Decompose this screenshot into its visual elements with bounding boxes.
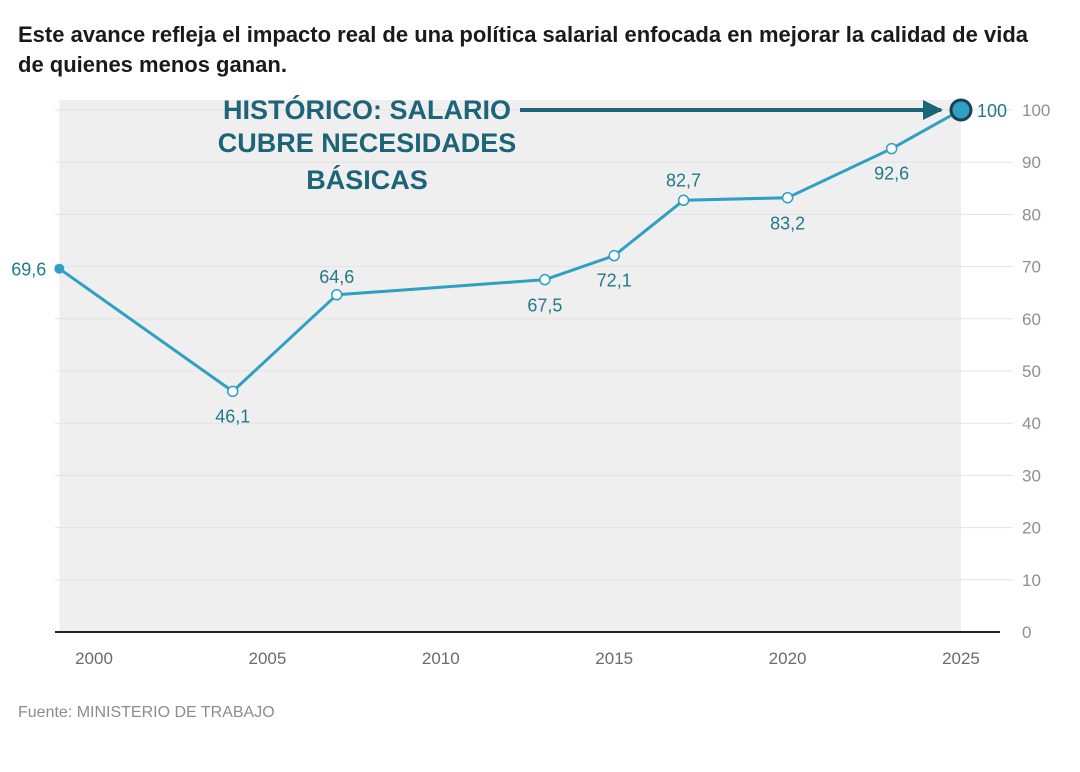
- x-tick-label: 2015: [595, 649, 633, 668]
- annotation-text: BÁSICAS: [306, 164, 428, 195]
- data-label: 46,1: [215, 406, 250, 426]
- y-axis-ticks: 0 10 20 30 40 50 60 70 80 90 100: [1022, 101, 1050, 642]
- annotation-text: HISTÓRICO: SALARIO: [223, 94, 511, 125]
- y-tick-label: 40: [1022, 414, 1041, 433]
- x-tick-label: 2010: [422, 649, 460, 668]
- chart-title: Este avance refleja el impacto real de u…: [18, 22, 1028, 77]
- data-label: 92,6: [874, 164, 909, 184]
- y-tick-label: 10: [1022, 571, 1041, 590]
- x-tick-label: 2020: [769, 649, 807, 668]
- x-tick-label: 2005: [248, 649, 286, 668]
- x-tick-label: 2025: [942, 649, 980, 668]
- data-label: 69,6: [11, 260, 46, 280]
- y-tick-label: 20: [1022, 519, 1041, 538]
- gridlines: [55, 109, 1013, 633]
- data-point-highlight: [949, 98, 973, 122]
- data-point: [781, 191, 794, 204]
- y-tick-label: 80: [1022, 205, 1041, 224]
- data-point: [539, 273, 551, 286]
- shaded-area: [59, 100, 961, 632]
- area-band: [59, 100, 961, 632]
- data-label: 82,7: [666, 170, 701, 190]
- data-label: 67,5: [527, 296, 562, 316]
- y-tick-label: 50: [1022, 362, 1041, 381]
- data-point: [54, 263, 65, 274]
- y-tick-label: 100: [1022, 101, 1050, 120]
- y-tick-label: 70: [1022, 258, 1041, 277]
- data-point: [226, 385, 239, 398]
- data-label: 72,1: [597, 271, 632, 291]
- y-tick-label: 60: [1022, 310, 1041, 329]
- data-point: [331, 289, 343, 301]
- y-tick-label: 30: [1022, 466, 1041, 485]
- data-label: 100: [977, 101, 1007, 121]
- data-point: [608, 249, 620, 262]
- data-point: [885, 142, 898, 155]
- data-label: 64,6: [319, 267, 354, 287]
- data-labels: 69,6 46,1 64,6 67,5 72,1 82,7 83,2 92,6 100: [11, 101, 1007, 426]
- x-tick-label: 2000: [75, 649, 113, 668]
- data-label: 83,2: [770, 214, 805, 234]
- y-tick-label: 0: [1022, 623, 1031, 642]
- y-tick-label: 90: [1022, 153, 1041, 172]
- source-note: Fuente: MINISTERIO DE TRABAJO: [18, 704, 275, 721]
- data-point: [677, 194, 690, 207]
- x-axis-ticks: 2000 2005 2010 2015 2020 2025: [75, 649, 980, 668]
- data-points: [54, 98, 973, 398]
- annotation-text: CUBRE NECESIDADES: [218, 128, 517, 158]
